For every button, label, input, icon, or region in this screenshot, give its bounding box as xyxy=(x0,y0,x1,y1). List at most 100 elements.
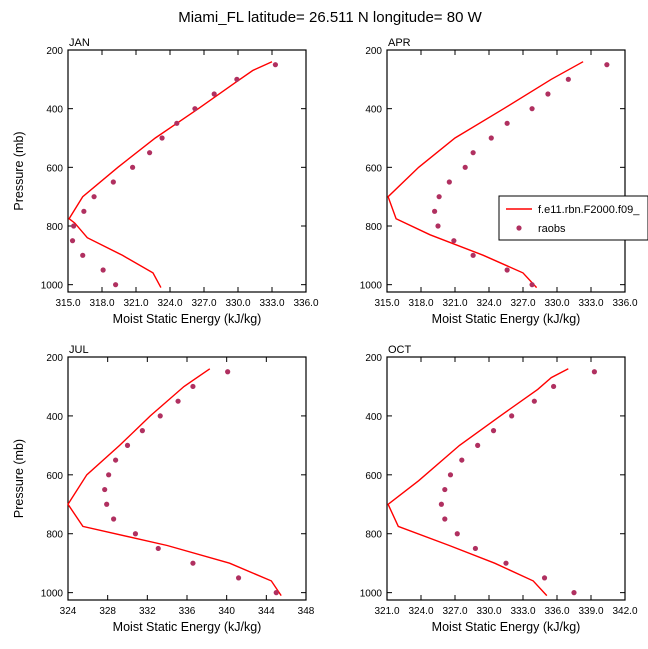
x-tick-label: 333.0 xyxy=(510,606,535,617)
panel-title: JUL xyxy=(69,344,89,356)
y-axis-label: Pressure (mb) xyxy=(12,131,26,210)
x-tick-label: 332 xyxy=(139,606,156,617)
obs-point xyxy=(159,135,165,141)
legend: f.e11.rbn.F2000.f09_raobs xyxy=(498,195,648,241)
obs-point xyxy=(529,282,535,288)
y-tick-label: 800 xyxy=(365,222,382,233)
x-tick-label: 333.0 xyxy=(578,298,603,309)
obs-point xyxy=(529,106,535,112)
x-tick-label: 330.0 xyxy=(225,298,250,309)
obs-point xyxy=(591,369,598,375)
plot-frame xyxy=(67,49,307,293)
obs-point xyxy=(104,501,110,507)
x-tick-label: 336 xyxy=(179,606,196,617)
obs-point xyxy=(81,208,87,214)
obs-point xyxy=(459,457,465,463)
obs-point xyxy=(80,252,86,258)
obs-point xyxy=(190,383,196,390)
obs-point xyxy=(106,472,112,478)
obs-point xyxy=(438,501,444,507)
y-tick-label: 400 xyxy=(365,105,382,116)
x-axis-label: Moist Static Energy (kJ/kg) xyxy=(432,620,581,634)
panel-jan: JAN 315.0 318.0 321.0 324.0 327.0 330.0 333.0 33… xyxy=(12,37,319,326)
obs-point xyxy=(272,62,278,68)
x-tick-label: 330.0 xyxy=(544,298,569,309)
obs-point xyxy=(446,179,452,185)
obs-point xyxy=(102,486,108,493)
plot-frame xyxy=(386,49,626,293)
y-tick-label: 600 xyxy=(365,163,382,174)
y-tick-label: 600 xyxy=(46,163,63,174)
obs-point xyxy=(113,282,119,288)
x-tick-label: 336.0 xyxy=(612,298,637,309)
obs-point xyxy=(470,150,476,156)
y-tick-label: 200 xyxy=(365,353,382,364)
x-tick-label: 315.0 xyxy=(55,298,80,309)
legend-model-label: f.e11.rbn.F2000.f09_ xyxy=(538,204,640,216)
obs-point xyxy=(111,516,117,522)
x-tick-label: 340 xyxy=(218,606,235,617)
obs-point xyxy=(69,238,76,244)
x-tick-label: 336.0 xyxy=(293,298,318,309)
obs-point xyxy=(192,106,198,112)
x-tick-label: 324.0 xyxy=(408,606,433,617)
x-tick-label: 315.0 xyxy=(374,298,399,309)
obs-point xyxy=(175,398,181,404)
x-tick-label: 327.0 xyxy=(191,298,216,309)
panel-jul: JUL 324 328 332 336 340 344 348 200 400 600 800 1000… xyxy=(12,344,315,634)
obs-point xyxy=(447,472,454,478)
x-axis-label: Moist Static Energy (kJ/kg) xyxy=(113,312,262,326)
x-tick-label: 321.0 xyxy=(374,606,399,617)
x-tick-label: 321.0 xyxy=(123,298,148,309)
figure-title: Miami_FL latitude= 26.511 N longitude= 8… xyxy=(178,9,482,26)
obs-point xyxy=(132,531,139,537)
obs-point xyxy=(454,531,460,537)
y-tick-label: 1000 xyxy=(41,589,64,600)
obs-point xyxy=(100,267,106,273)
obs-point xyxy=(71,223,77,229)
y-tick-label: 800 xyxy=(365,530,382,541)
x-tick-label: 328 xyxy=(99,606,116,617)
obs-point xyxy=(190,560,196,566)
x-tick-label: 321.0 xyxy=(442,298,467,309)
obs-point xyxy=(155,545,161,552)
x-tick-label: 330.0 xyxy=(476,606,501,617)
obs-point xyxy=(571,590,577,596)
y-tick-label: 600 xyxy=(46,471,63,482)
obs-point xyxy=(147,150,153,156)
obs-point xyxy=(504,267,510,273)
panel-title: JAN xyxy=(69,37,90,49)
obs-point xyxy=(435,223,441,229)
legend-box xyxy=(498,195,648,241)
obs-point xyxy=(545,91,551,97)
panel-oct: OCT 321.0 324.0 327.0 330.0 333.0 336.0 339.0 34… xyxy=(360,344,638,634)
obs-point xyxy=(531,398,537,404)
plot-frame xyxy=(386,356,626,601)
obs-point xyxy=(235,575,242,581)
obs-point xyxy=(211,91,217,97)
legend-obs-label: raobs xyxy=(538,223,566,235)
obs-point xyxy=(451,238,457,244)
x-tick-label: 327.0 xyxy=(442,606,467,617)
obs-point xyxy=(130,164,136,170)
obs-point xyxy=(174,120,180,126)
y-tick-label: 800 xyxy=(46,222,63,233)
x-axis-label: Moist Static Energy (kJ/kg) xyxy=(113,620,262,634)
obs-point xyxy=(488,135,494,141)
obs-point xyxy=(442,486,448,493)
x-tick-label: 318.0 xyxy=(89,298,114,309)
x-tick-label: 344 xyxy=(258,606,275,617)
y-tick-label: 200 xyxy=(46,353,63,364)
y-tick-label: 200 xyxy=(365,46,382,57)
x-tick-label: 333.0 xyxy=(259,298,284,309)
x-tick-label: 324.0 xyxy=(157,298,182,309)
x-tick-label: 318.0 xyxy=(408,298,433,309)
obs-point xyxy=(110,179,116,185)
x-axis-label: Moist Static Energy (kJ/kg) xyxy=(432,312,581,326)
x-tick-label: 348 xyxy=(298,606,315,617)
model-line xyxy=(68,61,273,288)
y-tick-label: 1000 xyxy=(360,589,383,600)
obs-point xyxy=(273,590,279,596)
y-tick-label: 1000 xyxy=(41,281,64,292)
obs-point xyxy=(436,194,442,200)
